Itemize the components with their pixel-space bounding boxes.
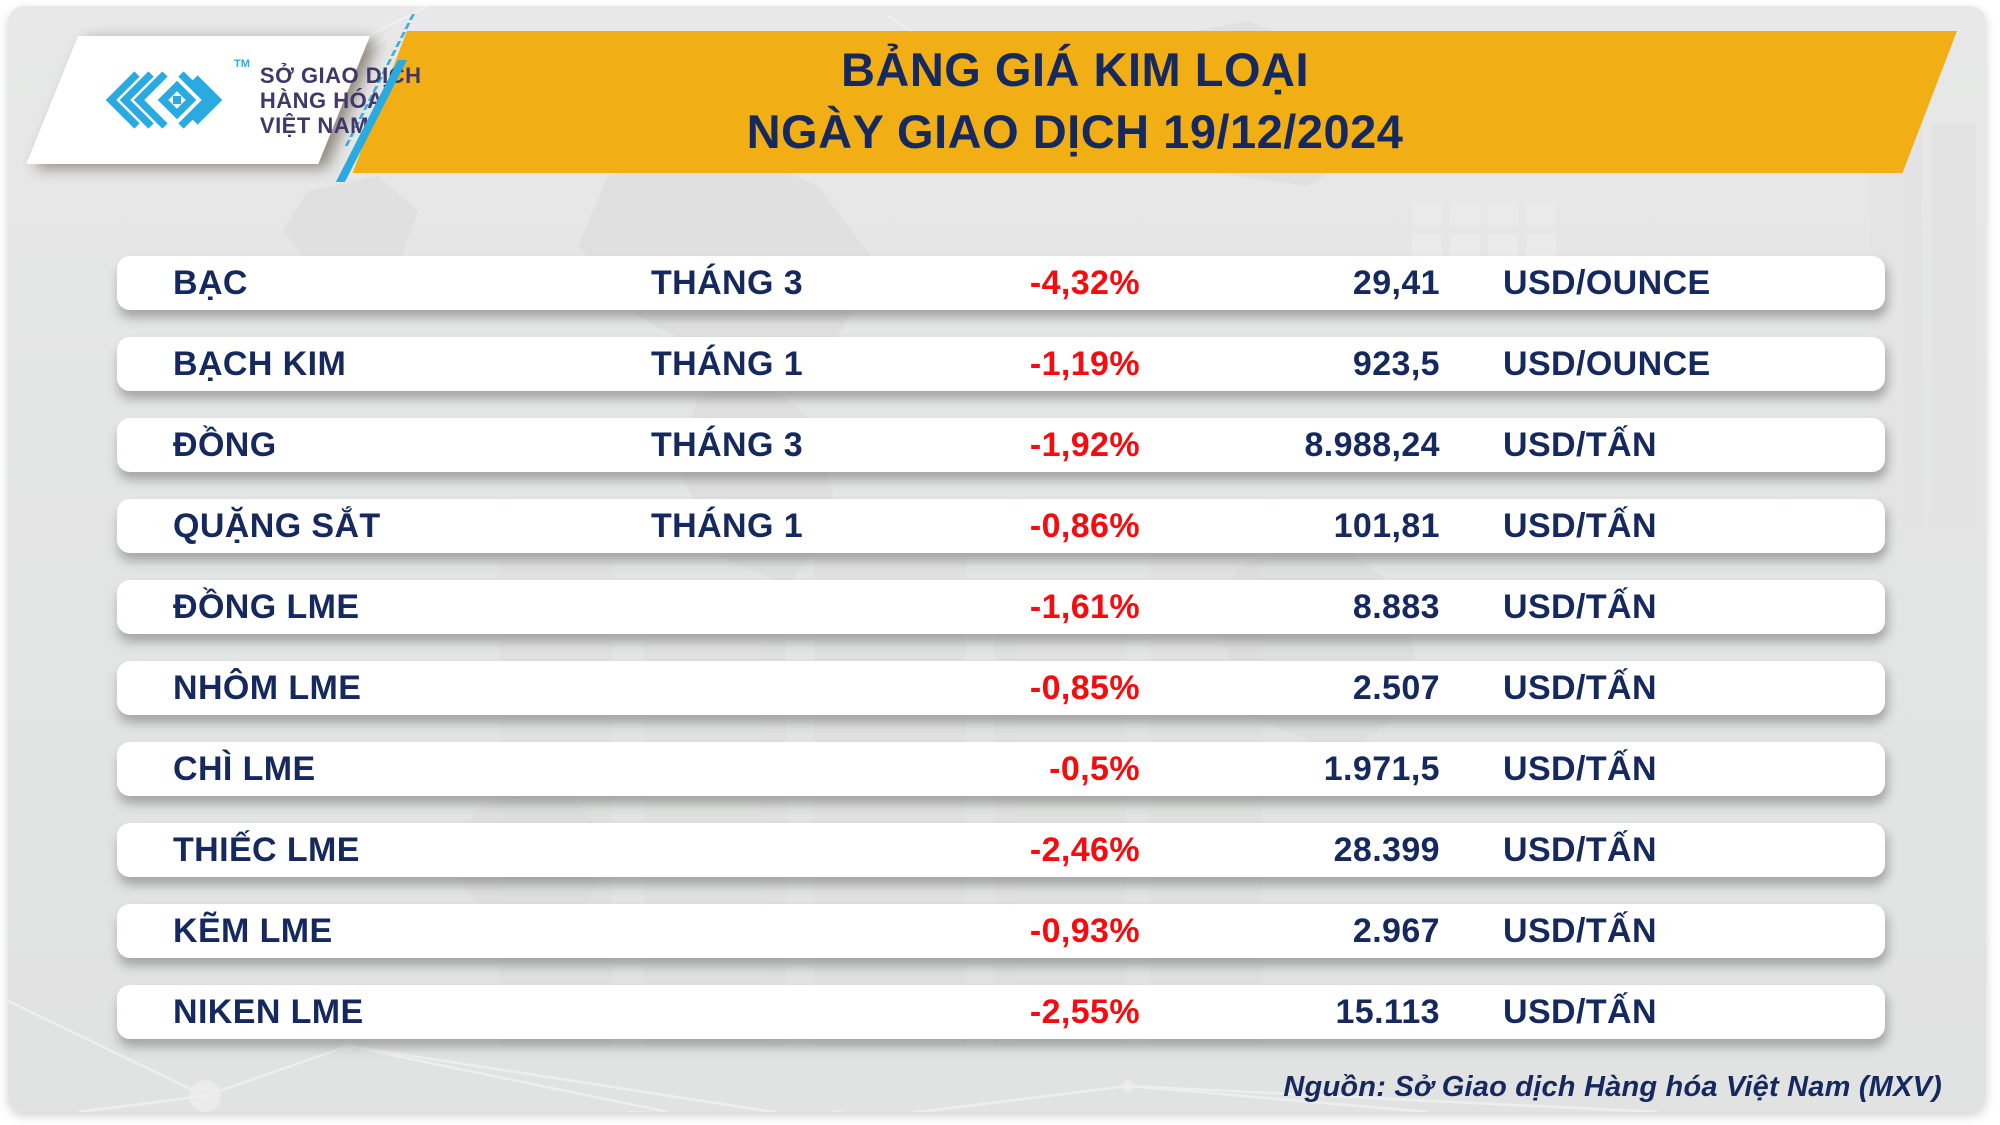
- percent-change: -0,5%: [1049, 749, 1140, 788]
- price-unit: USD/TẤN: [1503, 425, 1657, 464]
- table-row: BẠC THÁNG 3 -4,32% 29,41 USD/OUNCE: [117, 256, 1885, 310]
- price-value: 29,41: [1352, 263, 1440, 302]
- price-value: 2.507: [1352, 668, 1440, 707]
- commodity-name: QUẶNG SẮT: [173, 506, 381, 545]
- price-value: 8.988,24: [1304, 425, 1440, 464]
- commodity-name: ĐỒNG LME: [173, 587, 360, 626]
- exchange-name-line-3: VIỆT NAM: [259, 112, 370, 138]
- commodity-name: NHÔM LME: [173, 668, 362, 707]
- commodity-name: NIKEN LME: [173, 992, 364, 1031]
- contract-month: THÁNG 3: [650, 263, 804, 302]
- price-unit: USD/TẤN: [1503, 911, 1657, 950]
- title-line-1: BẢNG GIÁ KIM LOẠI: [840, 43, 1310, 96]
- price-value: 8.883: [1352, 587, 1440, 626]
- percent-change: -2,55%: [1029, 992, 1140, 1031]
- price-value: 923,5: [1352, 344, 1440, 383]
- table-row: QUẶNG SẮT THÁNG 1 -0,86% 101,81 USD/TẤN: [117, 499, 1885, 553]
- price-unit: USD/TẤN: [1503, 668, 1657, 707]
- table-row: NIKEN LME -2,55% 15.113 USD/TẤN: [117, 985, 1885, 1039]
- commodity-name: ĐỒNG: [173, 425, 277, 464]
- commodity-name: BẠC: [173, 263, 248, 302]
- price-value: 15.113: [1335, 992, 1440, 1031]
- contract-month: THÁNG 1: [650, 344, 804, 383]
- percent-change: -0,85%: [1029, 668, 1140, 707]
- price-value: 28.399: [1333, 830, 1440, 869]
- table-row: BẠCH KIM THÁNG 1 -1,19% 923,5 USD/OUNCE: [117, 337, 1885, 391]
- mxv-logo-icon: [105, 71, 223, 129]
- price-value: 101,81: [1333, 506, 1440, 545]
- price-unit: USD/TẤN: [1503, 587, 1657, 626]
- percent-change: -1,61%: [1029, 587, 1140, 626]
- commodity-name: CHÌ LME: [173, 749, 316, 788]
- price-table: BẠC THÁNG 3 -4,32% 29,41 USD/OUNCE BẠCH …: [117, 256, 1885, 1039]
- exchange-name-line-2: HÀNG HÓA: [259, 87, 384, 113]
- percent-change: -4,32%: [1029, 263, 1140, 302]
- contract-month: THÁNG 1: [650, 506, 804, 545]
- percent-change: -1,19%: [1029, 344, 1140, 383]
- trademark-symbol: TM: [234, 58, 250, 70]
- table-row: THIẾC LME -2,46% 28.399 USD/TẤN: [117, 823, 1885, 877]
- price-unit: USD/TẤN: [1503, 830, 1657, 869]
- source-note: Nguồn: Sở Giao dịch Hàng hóa Việt Nam (M…: [1283, 1071, 1942, 1103]
- price-value: 1.971,5: [1323, 749, 1440, 788]
- percent-change: -0,93%: [1029, 911, 1140, 950]
- title-line-2: NGÀY GIAO DỊCH 19/12/2024: [746, 105, 1404, 158]
- table-row: CHÌ LME -0,5% 1.971,5 USD/TẤN: [117, 742, 1885, 796]
- page-title: BẢNG GIÁ KIM LOẠI NGÀY GIAO DỊCH 19/12/2…: [405, 39, 1745, 163]
- mxv-logo-plate: TM SỞ GIAO DỊCH HÀNG HÓA VIỆT NAM: [26, 36, 422, 164]
- commodity-name: THIẾC LME: [173, 830, 360, 869]
- table-row: ĐỒNG LME -1,61% 8.883 USD/TẤN: [117, 580, 1885, 634]
- contract-month: THÁNG 3: [650, 425, 804, 464]
- price-value: 2.967: [1352, 911, 1440, 950]
- price-unit: USD/OUNCE: [1503, 344, 1711, 383]
- price-unit: USD/TẤN: [1503, 506, 1657, 545]
- commodity-name: KẼM LME: [173, 911, 333, 950]
- price-board-canvas: BẢNG GIÁ KIM LOẠI NGÀY GIAO DỊCH 19/12/2…: [8, 6, 1986, 1112]
- price-unit: USD/OUNCE: [1503, 263, 1711, 302]
- table-row: ĐỒNG THÁNG 3 -1,92% 8.988,24 USD/TẤN: [117, 418, 1885, 472]
- price-unit: USD/TẤN: [1503, 992, 1657, 1031]
- percent-change: -2,46%: [1029, 830, 1140, 869]
- percent-change: -1,92%: [1029, 425, 1140, 464]
- price-unit: USD/TẤN: [1503, 749, 1657, 788]
- percent-change: -0,86%: [1029, 506, 1140, 545]
- commodity-name: BẠCH KIM: [173, 344, 347, 383]
- table-row: KẼM LME -0,93% 2.967 USD/TẤN: [117, 904, 1885, 958]
- table-row: NHÔM LME -0,85% 2.507 USD/TẤN: [117, 661, 1885, 715]
